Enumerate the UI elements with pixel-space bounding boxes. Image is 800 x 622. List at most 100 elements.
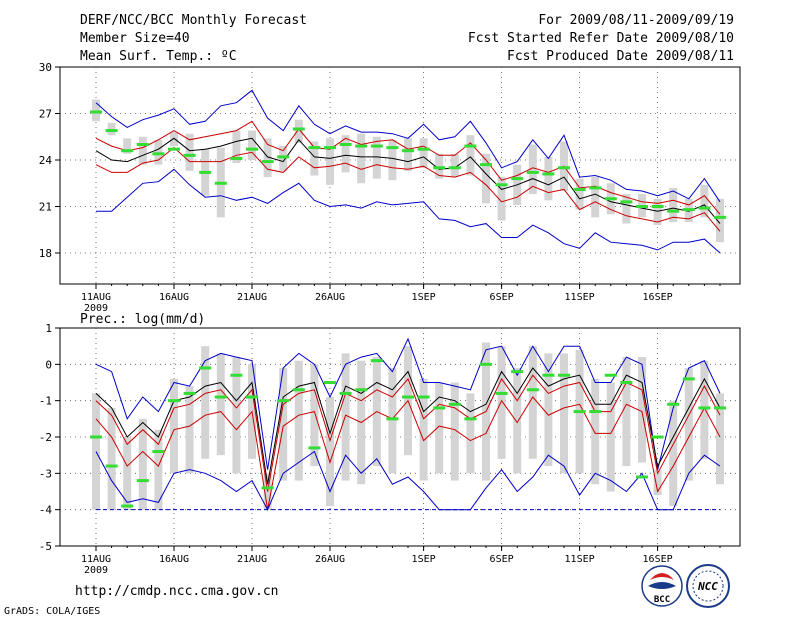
temp-member-box <box>170 132 178 147</box>
temp-member-box <box>435 153 444 179</box>
temp-member-box <box>341 135 350 173</box>
ncc-logo: NCC <box>686 564 730 608</box>
temp-median-mark <box>448 166 461 170</box>
prec-member-box <box>606 382 615 492</box>
prec-xtick-label: 21AUG <box>237 554 267 565</box>
prec-median-mark <box>682 377 695 381</box>
temp-median-mark <box>183 153 196 157</box>
member-size: Member Size=40 <box>80 31 190 46</box>
prec-min-line <box>95 450 721 511</box>
temp-median-mark <box>246 147 258 151</box>
prec-member-box <box>591 378 600 485</box>
temp-median-mark <box>495 183 508 187</box>
prec-ytick-label: 0 <box>45 358 52 371</box>
prec-ytick-label: -2 <box>39 431 52 444</box>
prec-member-box <box>622 357 631 467</box>
prec-median-mark <box>339 391 352 395</box>
prec-member-box <box>669 400 678 507</box>
prec-member-box <box>185 386 194 474</box>
temp-median-mark <box>433 166 446 170</box>
prec-median-mark <box>495 391 508 395</box>
temp-median-mark <box>199 170 212 174</box>
prec-member-box <box>107 407 116 510</box>
temp-median-mark <box>339 143 352 146</box>
temp-ytick-label: 24 <box>39 154 53 167</box>
temp-median-mark <box>261 160 274 164</box>
prec-median-mark <box>370 359 383 363</box>
temp-member-box <box>404 138 412 171</box>
temp-median-mark <box>620 200 633 204</box>
temp-member-box <box>263 138 272 178</box>
prec-member-box <box>435 382 444 474</box>
variable-label: Mean Surf. Temp.: ºC <box>80 49 237 64</box>
prec-xtick-label: 11SEP <box>565 554 595 565</box>
source-url[interactable]: http://cmdp.ncc.cma.gov.cn <box>75 584 279 599</box>
prec-member-box <box>419 378 428 481</box>
bcc-logo-text: BCC <box>654 595 670 605</box>
temp-member-box <box>232 130 241 164</box>
prec-median-mark <box>277 399 290 403</box>
temp-median-mark <box>230 156 243 160</box>
prec-year-label: 2009 <box>84 565 108 576</box>
prec-median-mark <box>511 370 524 374</box>
prec-member-box <box>528 346 537 459</box>
bcc-logo: BCC <box>641 565 683 607</box>
temp-member-box <box>466 135 475 176</box>
started-date: Fcst Started Refer Date 2009/08/10 <box>468 31 734 46</box>
temp-median-mark <box>168 147 180 151</box>
prec-median-mark <box>199 366 212 370</box>
temp-median-mark <box>152 152 165 156</box>
prec-member-box <box>216 353 225 456</box>
prec-median-mark <box>417 395 430 399</box>
figure-title: DERF/NCC/BCC Monthly Forecast <box>80 13 307 28</box>
temp-median-mark <box>464 144 477 148</box>
temp-ytick-label: 18 <box>39 247 52 260</box>
prec-median-mark <box>480 362 492 366</box>
ncc-logo-text: NCC <box>697 580 718 593</box>
temp-member-box <box>482 153 490 204</box>
prec-median-mark <box>386 417 399 421</box>
temp-member-box <box>591 177 600 218</box>
temp-member-box <box>248 130 256 160</box>
temp-median-mark <box>480 163 492 167</box>
prec-member-box <box>513 367 522 474</box>
grads-credit: GrADS: COLA/IGES <box>4 606 100 617</box>
prec-median-mark <box>636 475 648 479</box>
temp-median-mark <box>324 146 336 150</box>
prec-member-box <box>170 378 178 474</box>
temp-median-mark <box>214 181 227 185</box>
temp-max-line <box>95 89 721 203</box>
temp-member-box <box>497 177 506 221</box>
temp-member-box <box>622 194 631 224</box>
temp-median-mark <box>417 147 430 151</box>
prec-xtick-label: 1SEP <box>412 554 436 565</box>
prec-member-box <box>232 357 241 474</box>
temp-xtick-label: 26AUG <box>315 292 345 303</box>
prec-member-box <box>154 429 163 510</box>
prec-member-box <box>544 353 553 467</box>
temp-median-mark <box>355 144 368 148</box>
prec-high-line <box>95 367 721 485</box>
temp-xtick-label: 1SEP <box>412 292 436 303</box>
temp-median-mark <box>370 144 383 148</box>
temp-member-box <box>357 133 366 184</box>
prec-member-box <box>201 346 210 459</box>
temp-median-mark <box>308 146 321 150</box>
temp-member-box <box>123 138 132 154</box>
prec-median-mark <box>105 464 118 468</box>
prec-median-mark <box>261 486 274 490</box>
prec-member-box <box>716 393 724 485</box>
temp-xtick-label: 11SEP <box>565 292 595 303</box>
temp-median-mark <box>277 155 290 159</box>
prec-member-box <box>497 346 506 459</box>
temp-member-box <box>107 122 116 136</box>
temp-median-mark <box>105 129 118 133</box>
prec-median-mark <box>714 406 726 410</box>
temp-median-mark <box>682 208 695 212</box>
temp-member-box <box>279 146 288 171</box>
prec-member-box <box>123 437 132 510</box>
prec-ytick-label: -4 <box>39 504 53 517</box>
prec-member-box <box>138 418 147 510</box>
prec-ytick-label: 1 <box>45 322 52 335</box>
prec-member-box <box>450 382 459 481</box>
